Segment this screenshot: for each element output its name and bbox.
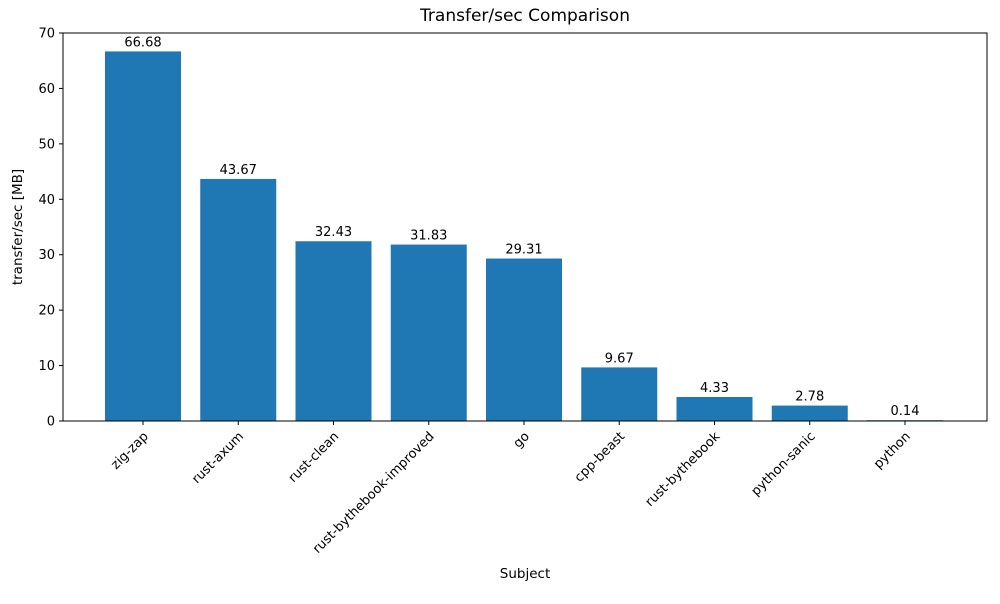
- x-tick-label: rust-axum: [189, 429, 247, 487]
- x-tick-label: rust-bythebook: [643, 429, 724, 510]
- bar-cpp-beast: [581, 367, 658, 421]
- x-axis: zig-zap rust-axum rust-clean rust-bythebook…: [108, 421, 914, 557]
- bar-value-label: 0.14: [891, 404, 920, 419]
- bar-value-label: 43.67: [220, 163, 257, 178]
- y-tick-label: 50: [38, 137, 55, 152]
- y-tick-label: 60: [38, 82, 55, 97]
- y-tick-label: 20: [38, 304, 55, 319]
- bar-rust-axum: [200, 178, 277, 421]
- y-tick-label: 0: [47, 415, 55, 430]
- plot-area-border: [62, 32, 988, 422]
- bars-group: [105, 51, 943, 422]
- bar-rust-bythebook-improved: [390, 244, 467, 421]
- x-tick-label: rust-clean: [286, 429, 343, 486]
- y-tick-label: 10: [38, 359, 55, 374]
- x-axis-label: Subject: [500, 566, 550, 582]
- y-axis: 0 10 20 30 40 50 60 70: [38, 27, 63, 430]
- bar-rust-bythebook: [676, 396, 753, 421]
- x-tick-label: cpp-beast: [572, 429, 628, 485]
- bar-value-label: 32.43: [315, 225, 352, 240]
- bar-value-label: 9.67: [605, 351, 634, 366]
- bar-value-label: 2.78: [795, 390, 824, 405]
- bar-value-label: 4.33: [700, 381, 729, 396]
- bar-go: [486, 258, 562, 421]
- x-tick-label: zig-zap: [108, 429, 151, 472]
- bar-value-label: 31.83: [410, 229, 447, 244]
- bar-value-label: 29.31: [505, 243, 542, 258]
- y-tick-label: 30: [38, 248, 55, 263]
- x-tick-label: python-sanic: [749, 429, 819, 499]
- bar-rust-clean: [295, 241, 372, 421]
- x-tick-label: python: [871, 429, 914, 472]
- bar-zig-zap: [105, 51, 181, 422]
- value-labels-group: 66.68 43.67 32.43 31.83 29.31 9.67 4.33 2.78 0.1…: [124, 35, 919, 419]
- y-tick-label: 70: [38, 27, 55, 42]
- bar-python-sanic: [771, 405, 848, 421]
- chart-title: Transfer/sec Comparison: [419, 6, 630, 26]
- bar-value-label: 66.68: [124, 35, 161, 50]
- x-tick-label: go: [511, 429, 533, 451]
- y-axis-label: transfer/sec [MB]: [10, 169, 26, 285]
- y-tick-label: 40: [38, 193, 55, 208]
